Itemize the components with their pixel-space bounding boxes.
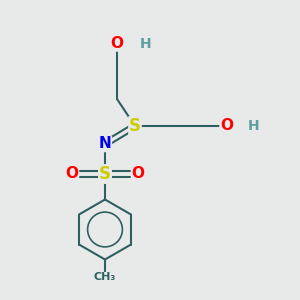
Text: CH₃: CH₃ (94, 272, 116, 283)
Text: O: O (65, 167, 79, 182)
Text: O: O (110, 36, 124, 51)
Text: S: S (129, 117, 141, 135)
Text: N: N (99, 136, 111, 152)
Text: S: S (99, 165, 111, 183)
Text: O: O (220, 118, 233, 134)
Text: H: H (248, 119, 259, 133)
Text: S: S (99, 165, 111, 183)
Text: O: O (131, 167, 145, 182)
Text: H: H (140, 37, 151, 50)
